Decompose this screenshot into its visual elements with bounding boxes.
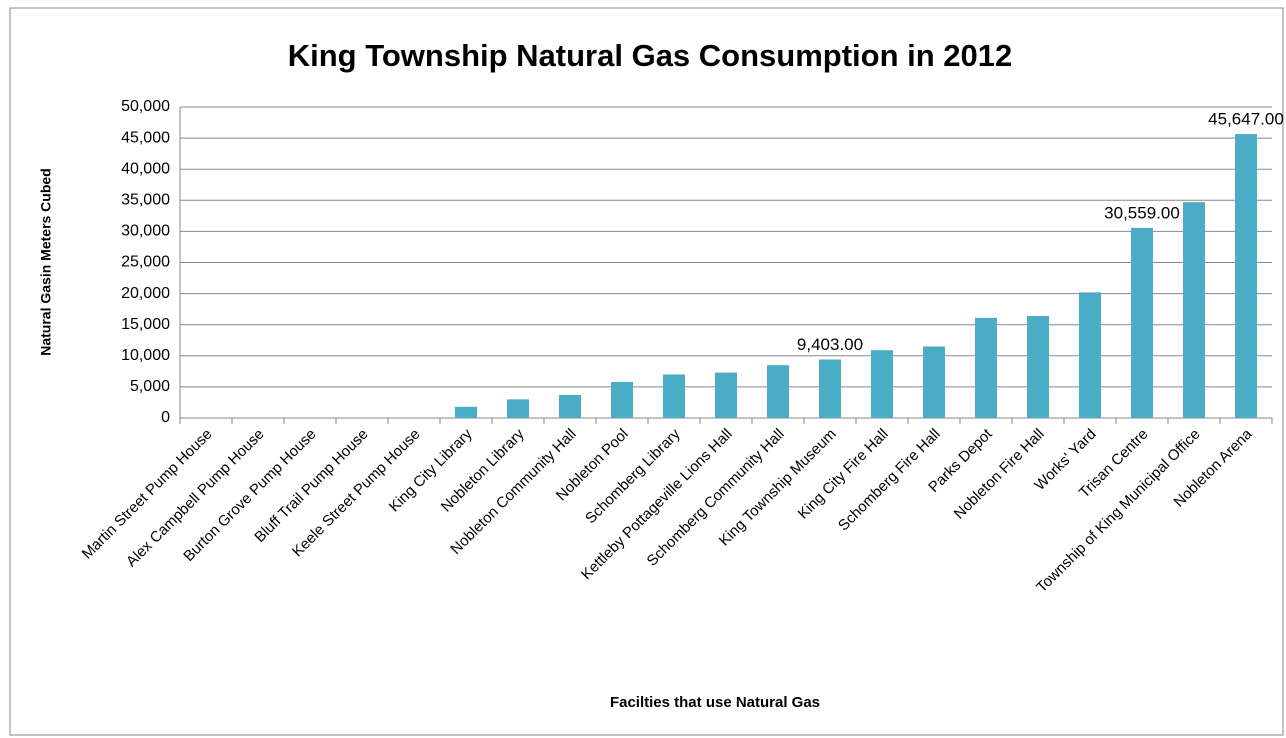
bar: [1183, 202, 1205, 418]
y-tick-label: 20,000: [121, 285, 170, 302]
bar: [507, 399, 529, 418]
bar: [871, 350, 893, 418]
y-tick-label: 50,000: [121, 98, 170, 115]
chart-title: King Township Natural Gas Consumption in…: [288, 38, 1013, 73]
y-tick-label: 30,000: [121, 223, 170, 240]
data-label: 45,647.00: [1208, 110, 1284, 129]
bar: [819, 359, 841, 418]
x-axis-label: Facilties that use Natural Gas: [610, 694, 820, 711]
y-tick-label: 45,000: [121, 129, 170, 146]
bar: [715, 372, 737, 418]
bar: [1235, 134, 1257, 418]
bar: [611, 381, 633, 418]
bar: [975, 317, 997, 418]
y-axis-label: Natural Gasin Meters Cubed: [38, 168, 54, 356]
bar: [1131, 227, 1153, 418]
y-tick-label: 0: [161, 409, 170, 426]
bar: [455, 406, 477, 418]
bar: [923, 346, 945, 418]
y-tick-label: 10,000: [121, 347, 170, 364]
bar: [767, 365, 789, 418]
data-label: 30,559.00: [1104, 203, 1180, 222]
y-tick-label: 25,000: [121, 254, 170, 271]
data-label: 9,403.00: [797, 335, 863, 354]
bar: [663, 374, 685, 418]
y-tick-label: 40,000: [121, 160, 170, 177]
bar: [1027, 315, 1049, 418]
y-tick-label: 15,000: [121, 316, 170, 333]
bar: [559, 394, 581, 418]
y-tick-label: 5,000: [130, 378, 170, 395]
chart-border: [9, 7, 1284, 736]
bar: [1079, 292, 1101, 418]
y-tick-label: 35,000: [121, 192, 170, 209]
